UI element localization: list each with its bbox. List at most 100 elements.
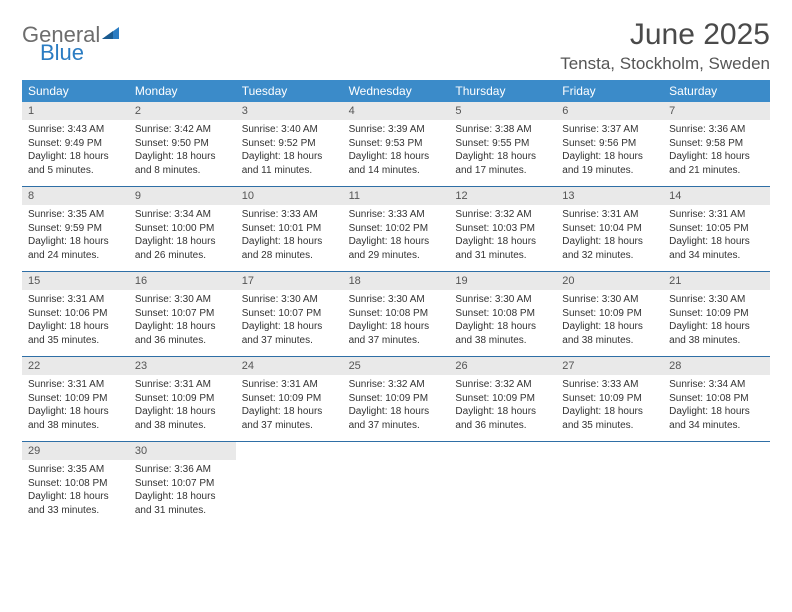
day-number: 18	[343, 272, 450, 290]
day-cell: 20 Sunrise: 3:30 AMSunset: 10:09 PMDaylig…	[556, 272, 663, 356]
day-number: 19	[449, 272, 556, 290]
weekday-header-row: SundayMondayTuesdayWednesdayThursdayFrid…	[22, 80, 770, 102]
day-info: Sunrise: 3:30 AMSunset: 10:08 PMDaylight…	[347, 293, 446, 347]
day-cell: 27Sunrise: 3:33 AMSunset: 10:09 PMDaylig…	[556, 357, 663, 441]
day-info: Sunrise: 3:32 AMSunset: 10:09 PMDaylight…	[453, 378, 552, 432]
day-number: 24	[236, 357, 343, 375]
day-number: 25	[343, 357, 450, 375]
day-info: Sunrise: 3:37 AMSunset: 9:56 PMDaylight:…	[560, 123, 659, 177]
day-cell: 10Sunrise: 3:33 AMSunset: 10:01 PMDaylig…	[236, 187, 343, 271]
weekday-header: Saturday	[663, 80, 770, 102]
day-number: 7	[663, 102, 770, 120]
day-info: Sunrise: 3:33 AMSunset: 10:02 PMDaylight…	[347, 208, 446, 262]
day-info: Sunrise: 3:31 AMSunset: 10:06 PMDaylight…	[26, 293, 125, 347]
day-info: Sunrise: 3:42 AMSunset: 9:50 PMDaylight:…	[133, 123, 232, 177]
day-cell: 29 Sunrise: 3:35 AMSunset: 10:08 PMDaylig…	[22, 442, 129, 526]
location-text: Tensta, Stockholm, Sweden	[560, 54, 770, 74]
day-info: Sunrise: 3:30 AMSunset: 10:07 PMDaylight…	[133, 293, 232, 347]
day-cell	[343, 442, 450, 526]
day-cell: 28 Sunrise: 3:34 AMSunset: 10:08 PMDaylig…	[663, 357, 770, 441]
day-cell: 26 Sunrise: 3:32 AMSunset: 10:09 PMDaylig…	[449, 357, 556, 441]
day-cell: 2 Sunrise: 3:42 AMSunset: 9:50 PMDaylight…	[129, 102, 236, 186]
day-number: 16	[129, 272, 236, 290]
day-number: 8	[22, 187, 129, 205]
weekday-header: Sunday	[22, 80, 129, 102]
day-info: Sunrise: 3:35 AMSunset: 10:08 PMDaylight…	[26, 463, 125, 517]
day-number: 20	[556, 272, 663, 290]
day-info: Sunrise: 3:38 AMSunset: 9:55 PMDaylight:…	[453, 123, 552, 177]
calendar: SundayMondayTuesdayWednesdayThursdayFrid…	[22, 80, 770, 526]
day-info: Sunrise: 3:30 AMSunset: 10:09 PMDaylight…	[667, 293, 766, 347]
logo-text-blue: Blue	[40, 42, 120, 64]
day-cell: 4 Sunrise: 3:39 AMSunset: 9:53 PMDaylight…	[343, 102, 450, 186]
day-info: Sunrise: 3:30 AMSunset: 10:07 PMDaylight…	[240, 293, 339, 347]
day-number: 29	[22, 442, 129, 460]
weekday-header: Wednesday	[343, 80, 450, 102]
day-number: 5	[449, 102, 556, 120]
weekday-header: Monday	[129, 80, 236, 102]
day-info: Sunrise: 3:40 AMSunset: 9:52 PMDaylight:…	[240, 123, 339, 177]
logo: GeneralBlue	[22, 18, 120, 64]
day-info: Sunrise: 3:32 AMSunset: 10:09 PMDaylight…	[347, 378, 446, 432]
calendar-week-row: 8 Sunrise: 3:35 AMSunset: 9:59 PMDaylight…	[22, 187, 770, 272]
day-number: 26	[449, 357, 556, 375]
calendar-week-row: 1Sunrise: 3:43 AMSunset: 9:49 PMDaylight…	[22, 102, 770, 187]
calendar-week-row: 29 Sunrise: 3:35 AMSunset: 10:08 PMDaylig…	[22, 442, 770, 526]
day-cell: 6Sunrise: 3:37 AMSunset: 9:56 PMDaylight…	[556, 102, 663, 186]
day-number: 3	[236, 102, 343, 120]
day-cell: 3 Sunrise: 3:40 AMSunset: 9:52 PMDaylight…	[236, 102, 343, 186]
day-info: Sunrise: 3:39 AMSunset: 9:53 PMDaylight:…	[347, 123, 446, 177]
day-info: Sunrise: 3:31 AMSunset: 10:05 PMDaylight…	[667, 208, 766, 262]
day-info: Sunrise: 3:35 AMSunset: 9:59 PMDaylight:…	[26, 208, 125, 262]
weekday-header: Tuesday	[236, 80, 343, 102]
day-cell: 12Sunrise: 3:32 AMSunset: 10:03 PMDaylig…	[449, 187, 556, 271]
day-cell	[449, 442, 556, 526]
day-cell: 9Sunrise: 3:34 AMSunset: 10:00 PMDayligh…	[129, 187, 236, 271]
day-cell: 1Sunrise: 3:43 AMSunset: 9:49 PMDaylight…	[22, 102, 129, 186]
day-number: 23	[129, 357, 236, 375]
day-number: 21	[663, 272, 770, 290]
day-info: Sunrise: 3:31 AMSunset: 10:04 PMDaylight…	[560, 208, 659, 262]
day-cell: 14 Sunrise: 3:31 AMSunset: 10:05 PMDaylig…	[663, 187, 770, 271]
day-info: Sunrise: 3:43 AMSunset: 9:49 PMDaylight:…	[26, 123, 125, 177]
month-title: June 2025	[560, 18, 770, 52]
day-info: Sunrise: 3:31 AMSunset: 10:09 PMDaylight…	[240, 378, 339, 432]
day-number: 30	[129, 442, 236, 460]
day-number: 11	[343, 187, 450, 205]
day-cell: 7 Sunrise: 3:36 AMSunset: 9:58 PMDaylight…	[663, 102, 770, 186]
day-cell: 25 Sunrise: 3:32 AMSunset: 10:09 PMDaylig…	[343, 357, 450, 441]
day-info: Sunrise: 3:33 AMSunset: 10:09 PMDaylight…	[560, 378, 659, 432]
calendar-week-row: 22Sunrise: 3:31 AMSunset: 10:09 PMDaylig…	[22, 357, 770, 442]
day-number: 4	[343, 102, 450, 120]
day-info: Sunrise: 3:36 AMSunset: 9:58 PMDaylight:…	[667, 123, 766, 177]
day-cell: 5 Sunrise: 3:38 AMSunset: 9:55 PMDaylight…	[449, 102, 556, 186]
day-info: Sunrise: 3:30 AMSunset: 10:09 PMDaylight…	[560, 293, 659, 347]
day-cell: 8 Sunrise: 3:35 AMSunset: 9:59 PMDaylight…	[22, 187, 129, 271]
day-number: 28	[663, 357, 770, 375]
day-number: 10	[236, 187, 343, 205]
day-cell: 22Sunrise: 3:31 AMSunset: 10:09 PMDaylig…	[22, 357, 129, 441]
day-cell: 17 Sunrise: 3:30 AMSunset: 10:07 PMDaylig…	[236, 272, 343, 356]
day-cell: 23Sunrise: 3:31 AMSunset: 10:09 PMDaylig…	[129, 357, 236, 441]
day-cell: 19 Sunrise: 3:30 AMSunset: 10:08 PMDaylig…	[449, 272, 556, 356]
day-info: Sunrise: 3:34 AMSunset: 10:08 PMDaylight…	[667, 378, 766, 432]
weekday-header: Thursday	[449, 80, 556, 102]
day-cell: 11 Sunrise: 3:33 AMSunset: 10:02 PMDaylig…	[343, 187, 450, 271]
day-cell: 21 Sunrise: 3:30 AMSunset: 10:09 PMDaylig…	[663, 272, 770, 356]
day-number: 14	[663, 187, 770, 205]
day-info: Sunrise: 3:30 AMSunset: 10:08 PMDaylight…	[453, 293, 552, 347]
day-number: 9	[129, 187, 236, 205]
day-number: 17	[236, 272, 343, 290]
logo-triangle-icon	[102, 22, 120, 44]
day-number: 2	[129, 102, 236, 120]
day-cell: 30Sunrise: 3:36 AMSunset: 10:07 PMDaylig…	[129, 442, 236, 526]
day-number: 12	[449, 187, 556, 205]
day-info: Sunrise: 3:31 AMSunset: 10:09 PMDaylight…	[26, 378, 125, 432]
day-cell: 13 Sunrise: 3:31 AMSunset: 10:04 PMDaylig…	[556, 187, 663, 271]
day-cell	[663, 442, 770, 526]
day-cell	[556, 442, 663, 526]
day-number: 13	[556, 187, 663, 205]
day-number: 15	[22, 272, 129, 290]
day-cell: 24 Sunrise: 3:31 AMSunset: 10:09 PMDaylig…	[236, 357, 343, 441]
day-cell	[236, 442, 343, 526]
